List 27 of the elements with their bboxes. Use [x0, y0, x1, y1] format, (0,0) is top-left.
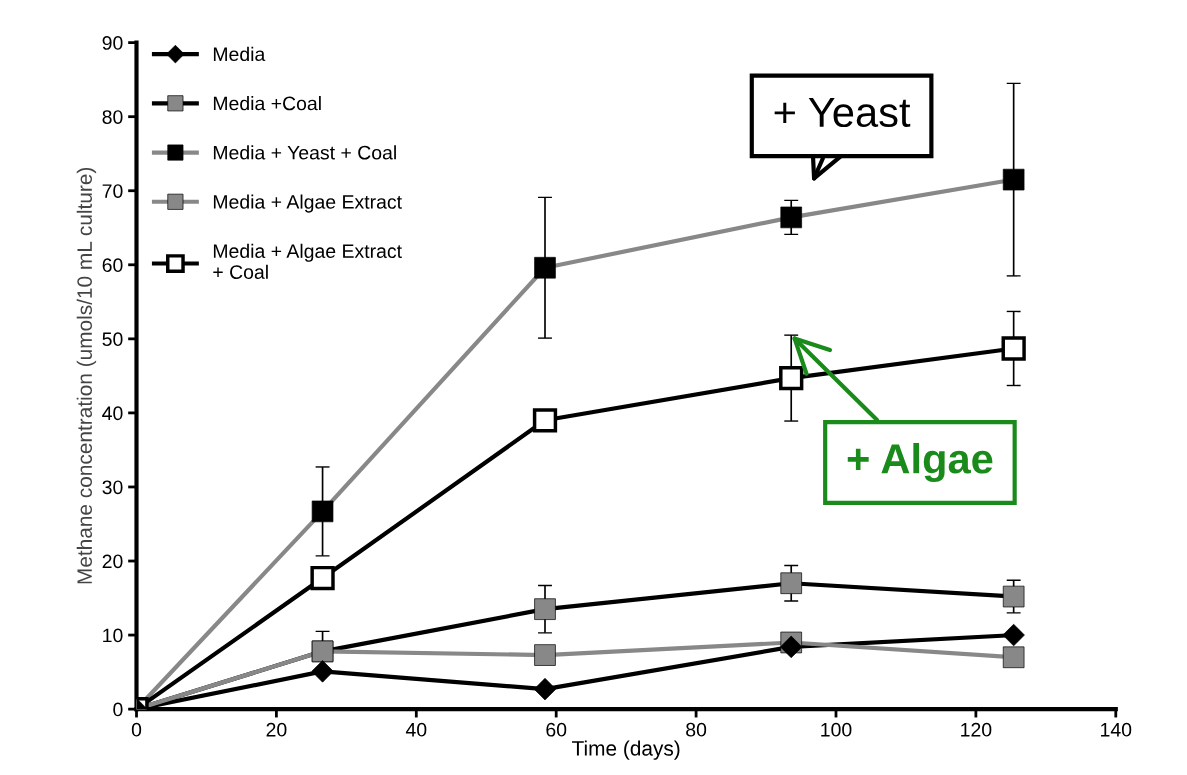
- x-tick-label: 40: [405, 722, 427, 737]
- y-axis-title: Methane concentration (umols/10 mL culture): [76, 167, 97, 584]
- legend-label: Media + Algae Extract: [213, 194, 402, 213]
- x-tick-label: 80: [686, 722, 707, 737]
- y-tick-label: 70: [102, 184, 123, 198]
- y-tick-label: 60: [102, 258, 123, 273]
- x-tick-label: 20: [266, 722, 287, 737]
- y-tick-label: 10: [103, 628, 123, 643]
- y-tick-label: 90: [102, 36, 123, 50]
- y-tick-label: 40: [102, 406, 123, 421]
- x-tick-label: 0: [131, 722, 142, 737]
- x-tick-label: 60: [546, 722, 567, 737]
- legend-label: Media + Algae Extract + Coal: [213, 243, 402, 279]
- annotation: + Yeast: [774, 98, 911, 128]
- x-tick-label: 120: [961, 722, 992, 737]
- x-tick-label: 140: [1101, 722, 1132, 737]
- legend-label: Media + Yeast + Coal: [213, 145, 396, 160]
- y-tick-label: 30: [102, 480, 123, 495]
- y-tick-label: 0: [113, 702, 123, 717]
- x-axis-title: Time (days): [572, 740, 680, 760]
- y-tick-label: 50: [102, 332, 123, 347]
- annotation: + Algae: [847, 443, 993, 483]
- y-tick-label: 80: [102, 110, 123, 124]
- y-tick-label: 20: [102, 554, 123, 569]
- legend-label: Media: [213, 46, 266, 62]
- x-tick-label: 100: [821, 722, 852, 737]
- legend-label: Media +Coal: [213, 96, 321, 111]
